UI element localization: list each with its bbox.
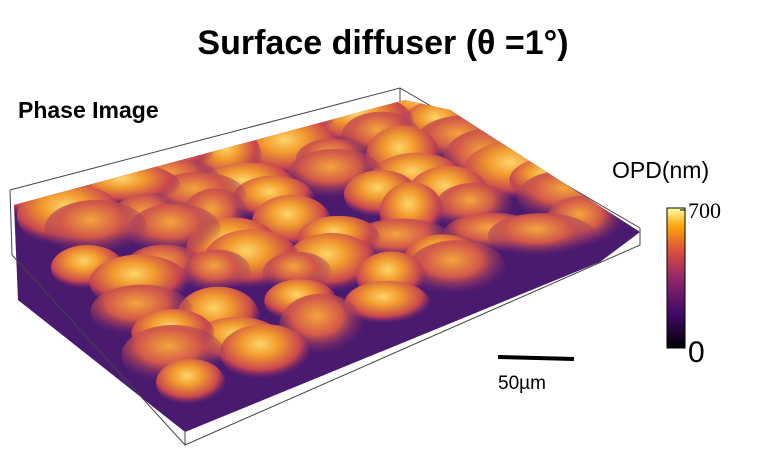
surface-hill: [220, 324, 310, 382]
surface-hill: [487, 213, 596, 259]
scale-bar-label: 50µm: [498, 373, 546, 394]
colorbar: [666, 207, 686, 349]
surface-hill: [408, 240, 507, 297]
scale-bar: [497, 355, 575, 361]
surface-hill: [44, 199, 148, 257]
colorbar-tick-label: 0: [688, 336, 705, 369]
panel-label: Phase Image: [18, 97, 159, 123]
colorbar-ticks: 0 700: [680, 198, 721, 369]
surface-hill: [128, 203, 222, 257]
title: Surface diffuser (θ =1°): [197, 24, 568, 62]
surface-hill: [183, 249, 252, 296]
colorbar-label: OPD(nm): [612, 157, 709, 183]
colorbar-tick-label: 700: [688, 198, 721, 223]
surface-hill: [156, 359, 226, 407]
box-front: [11, 228, 641, 446]
surface-hill: [344, 280, 430, 326]
